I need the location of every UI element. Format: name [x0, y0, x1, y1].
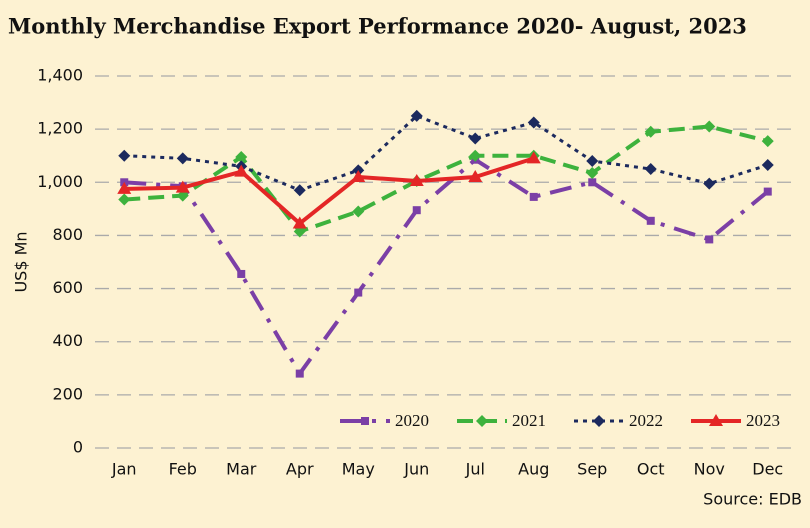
x-tick-label: Jul [465, 460, 485, 479]
point [354, 288, 363, 297]
point [237, 269, 246, 278]
x-tick-label: Feb [169, 460, 197, 479]
point [234, 164, 249, 177]
x-tick-label: May [342, 460, 375, 479]
series-line [124, 157, 770, 376]
point [646, 216, 655, 225]
point [761, 135, 774, 148]
point [703, 177, 716, 190]
y-axis-label: US$ Mn [12, 231, 31, 292]
x-tick-label: Oct [637, 460, 665, 479]
x-tick-label: Jun [403, 460, 429, 479]
y-tick-label: 1,200 [37, 119, 83, 138]
point [469, 132, 482, 145]
y-tick-label: 1,000 [37, 172, 83, 191]
point [295, 369, 304, 378]
y-tick-label: 400 [52, 331, 83, 350]
point [176, 152, 189, 165]
point [469, 149, 482, 162]
x-tick-label: Nov [694, 460, 725, 479]
point [763, 187, 772, 196]
series-line [124, 156, 535, 226]
y-tick-label: 200 [52, 384, 83, 403]
x-tick-label: Apr [286, 460, 314, 479]
point [292, 216, 307, 229]
point [761, 159, 774, 172]
point [410, 109, 423, 122]
source: Source: EDB [703, 490, 802, 509]
y-tick-label: 600 [52, 278, 83, 297]
legend-label: 2021 [512, 411, 546, 430]
point [118, 149, 131, 162]
point [409, 173, 424, 186]
point [175, 180, 190, 193]
legend-label: 2020 [395, 411, 429, 430]
point [235, 151, 248, 164]
point [703, 120, 716, 133]
point [117, 181, 132, 194]
legend-marker [361, 417, 369, 425]
point [412, 206, 421, 215]
point [644, 125, 657, 138]
legend-label: 2023 [746, 411, 780, 430]
legend-label: 2022 [629, 411, 663, 430]
x-tick-label: Jan [111, 460, 137, 479]
point [529, 192, 538, 201]
point [352, 205, 365, 218]
x-tick-label: Dec [752, 460, 783, 479]
y-tick-label: 0 [73, 438, 83, 457]
y-tick-label: 800 [52, 225, 83, 244]
x-tick-label: Aug [518, 460, 549, 479]
point [586, 166, 599, 179]
x-tick-label: Mar [226, 460, 257, 479]
legend-marker [709, 414, 723, 426]
point [588, 178, 597, 187]
point [526, 151, 541, 164]
legend-marker [476, 415, 488, 427]
series-line [124, 114, 769, 192]
point [293, 184, 306, 197]
point [644, 163, 657, 175]
legend-marker [593, 415, 605, 427]
y-tick-label: 1,400 [37, 66, 83, 85]
series-line [124, 124, 769, 234]
x-tick-label: Sep [577, 460, 607, 479]
point [118, 193, 131, 206]
point [468, 169, 483, 182]
point [351, 169, 366, 182]
point [705, 235, 714, 244]
point [527, 116, 540, 129]
chart-title: Monthly Merchandise Export Performance 2… [8, 14, 747, 39]
point [586, 155, 599, 168]
